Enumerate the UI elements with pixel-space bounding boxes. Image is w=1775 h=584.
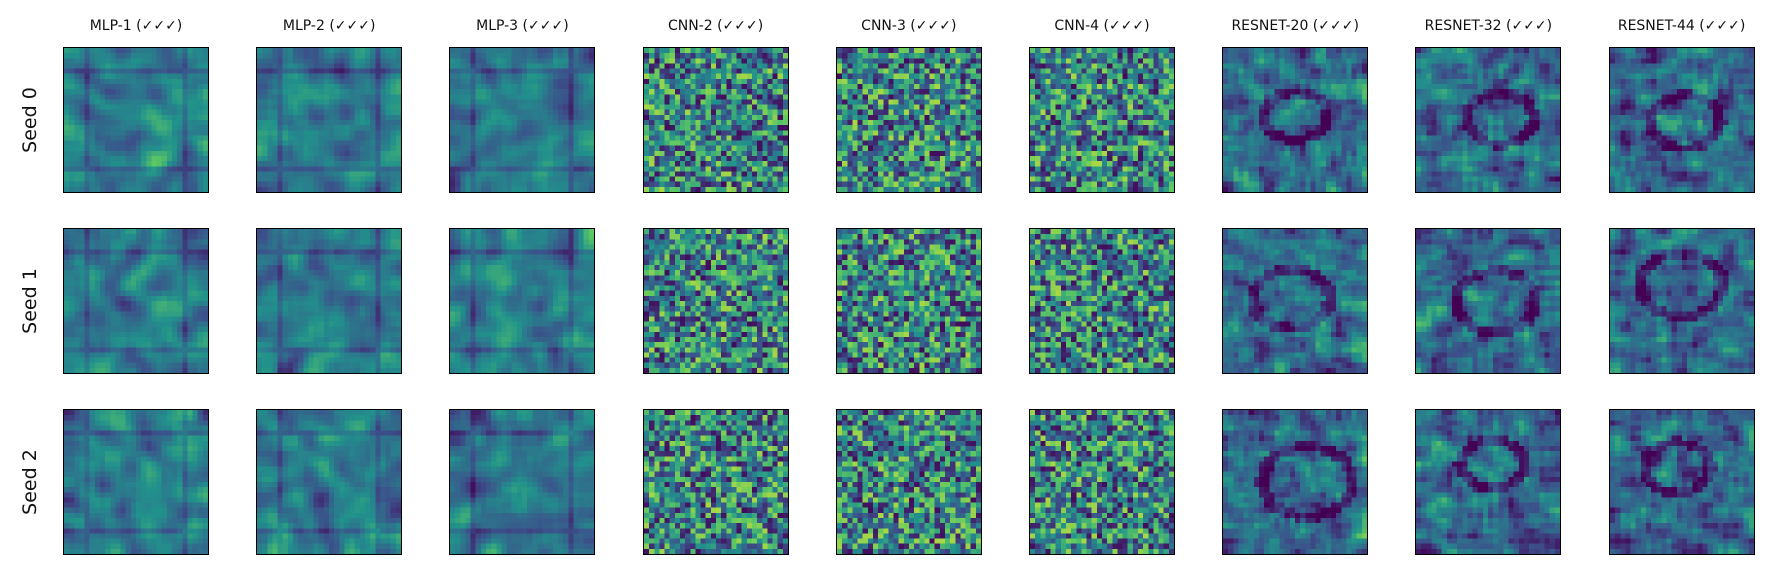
heatmap-panel [1029, 409, 1175, 555]
heatmap-image [1030, 229, 1174, 373]
heatmap-panel [1415, 47, 1562, 193]
column-title: RESNET-32 (✓✓✓) [1425, 18, 1552, 34]
heatmap-image [1416, 410, 1561, 554]
heatmap-image [257, 48, 402, 192]
heatmap-image [64, 410, 208, 554]
heatmap-panel [835, 228, 982, 374]
column-title: MLP-3 (✓✓✓) [476, 18, 569, 34]
heatmap-panel [642, 47, 789, 193]
heatmap-image [450, 48, 595, 192]
heatmap-image [1223, 410, 1368, 554]
row-label: Seed 0 [19, 87, 41, 153]
heatmap-panel [642, 409, 789, 555]
heatmap-panel [1029, 228, 1175, 374]
heatmap-panel [449, 409, 596, 555]
heatmap-panel [449, 47, 596, 193]
heatmap-panel [63, 409, 209, 555]
heatmap-image [1223, 229, 1368, 373]
heatmap-image [450, 410, 595, 554]
row-label: Seed 1 [19, 268, 41, 334]
heatmap-panel [256, 409, 403, 555]
column-title: CNN-3 (✓✓✓) [861, 18, 956, 34]
heatmap-image [64, 48, 208, 192]
heatmap-panel [1415, 409, 1562, 555]
heatmap-panel [1222, 409, 1369, 555]
column-title: CNN-4 (✓✓✓) [1054, 18, 1149, 34]
heatmap-image [836, 48, 981, 192]
heatmap-panel [1415, 228, 1562, 374]
heatmap-image [1030, 48, 1174, 192]
heatmap-panel [1608, 409, 1755, 555]
heatmap-image [1223, 48, 1368, 192]
heatmap-panel [1608, 47, 1755, 193]
column-title: CNN-2 (✓✓✓) [668, 18, 763, 34]
heatmap-image [643, 410, 788, 554]
heatmap-panel [642, 228, 789, 374]
heatmap-image [643, 229, 788, 373]
heatmap-image [836, 229, 981, 373]
heatmap-image [1609, 48, 1754, 192]
heatmap-image [64, 229, 208, 373]
heatmap-panel [1222, 47, 1369, 193]
row-label: Seed 2 [19, 449, 41, 515]
heatmap-image [257, 229, 402, 373]
column-title: MLP-2 (✓✓✓) [283, 18, 376, 34]
heatmap-panel [835, 47, 982, 193]
heatmap-image [643, 48, 788, 192]
heatmap-panel [1029, 47, 1175, 193]
heatmap-image [1416, 229, 1561, 373]
heatmap-panel [1608, 228, 1755, 374]
heatmap-image [1609, 410, 1754, 554]
heatmap-panel [256, 228, 403, 374]
heatmap-image [257, 410, 402, 554]
heatmap-panel [1222, 228, 1369, 374]
heatmap-image [1609, 229, 1754, 373]
heatmap-image [1416, 48, 1561, 192]
heatmap-image [450, 229, 595, 373]
heatmap-image [836, 410, 981, 554]
heatmap-panel [835, 409, 982, 555]
heatmap-panel [63, 47, 209, 193]
heatmap-panel [256, 47, 403, 193]
heatmap-image [1030, 410, 1174, 554]
column-title: RESNET-20 (✓✓✓) [1231, 18, 1358, 34]
heatmap-panel [63, 228, 209, 374]
heatmap-panel [449, 228, 596, 374]
column-title: RESNET-44 (✓✓✓) [1618, 18, 1745, 34]
column-title: MLP-1 (✓✓✓) [90, 18, 183, 34]
